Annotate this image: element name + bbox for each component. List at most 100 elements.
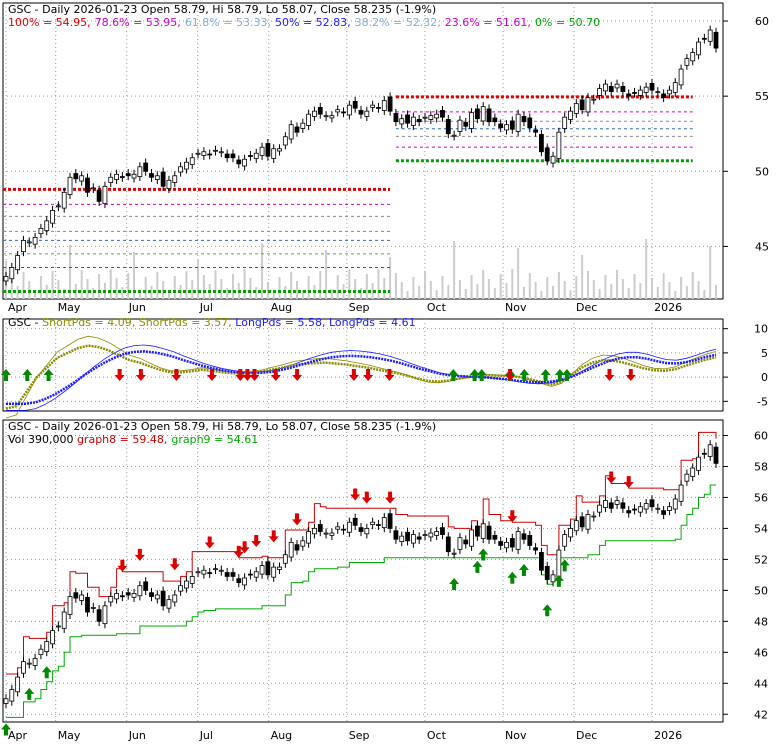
candle-body xyxy=(463,122,469,127)
volume-bar xyxy=(371,283,374,299)
volume-bar xyxy=(505,283,508,299)
volume-bar xyxy=(272,291,275,299)
volume-bar xyxy=(435,290,438,299)
candle-body xyxy=(166,179,172,189)
legend-entry: graph9 = 54.61 xyxy=(171,433,258,446)
sell-arrow xyxy=(134,548,145,561)
candle-body xyxy=(614,83,620,89)
candle-body xyxy=(90,606,96,609)
legend-entry: 38.2% = 52.32, xyxy=(355,16,441,29)
candle-body xyxy=(26,241,32,244)
candle-body xyxy=(707,444,713,457)
volume-bar xyxy=(522,287,525,299)
candle-body xyxy=(678,68,684,86)
volume-bar xyxy=(458,280,461,299)
candle-body xyxy=(626,510,632,514)
volume-bar xyxy=(144,277,147,299)
x-tick-label: Jun xyxy=(128,729,146,742)
candle-body xyxy=(492,117,498,123)
candle-body xyxy=(265,143,271,157)
volume-bar xyxy=(243,269,246,299)
candle-body xyxy=(178,585,183,592)
candle-body xyxy=(108,596,114,603)
volume-bar xyxy=(604,275,607,299)
volume-bar xyxy=(621,279,624,299)
candle-body xyxy=(172,594,178,603)
x-tick-label: Sep xyxy=(349,301,370,314)
candle-body xyxy=(253,152,259,159)
legend-entry: 50% = 52.83, xyxy=(275,16,351,29)
x-tick-label: Dec xyxy=(576,301,597,314)
volume-bar xyxy=(16,286,19,299)
candle-body xyxy=(341,528,346,531)
buy-arrow xyxy=(449,577,460,590)
y-tick-label: 55 xyxy=(755,90,769,103)
buy-arrow xyxy=(519,369,530,381)
y-tick-label: 52 xyxy=(754,553,768,566)
candle-body xyxy=(643,86,649,93)
volume-bar xyxy=(569,290,572,299)
y-tick-label: 46 xyxy=(754,646,768,659)
volume-bar xyxy=(226,288,229,299)
buy-arrow xyxy=(554,369,565,381)
volume-bar xyxy=(534,282,537,299)
x-tick-label: 2026 xyxy=(654,301,682,314)
candle-body xyxy=(486,108,492,123)
candle-body xyxy=(533,129,538,133)
volume-bar xyxy=(511,269,514,299)
candle-body xyxy=(568,528,573,538)
volume-bar xyxy=(319,271,322,299)
sell-arrow xyxy=(169,558,180,571)
candle-body xyxy=(405,531,410,542)
candle-body xyxy=(346,521,352,533)
candle-body xyxy=(515,531,521,550)
candle-body xyxy=(690,52,696,62)
candle-body xyxy=(277,566,282,570)
support-stop-line xyxy=(6,484,716,718)
candle-body xyxy=(67,176,73,195)
sell-arrow xyxy=(235,369,246,381)
volume-bar xyxy=(482,270,485,299)
candle-body xyxy=(428,115,434,120)
candle-body xyxy=(504,124,509,131)
panel3-x-axis: Apr May Jun Jul Aug Sep Oct Nov Dec 2026 xyxy=(8,729,682,742)
sell-arrow xyxy=(507,510,518,523)
candle-body xyxy=(317,107,323,115)
candle-body xyxy=(282,136,288,146)
candle-body xyxy=(445,119,451,135)
candle-body xyxy=(137,166,143,177)
buy-arrow xyxy=(22,369,33,381)
volume-bar xyxy=(261,243,264,299)
candle-body xyxy=(562,534,568,547)
candle-body xyxy=(271,566,277,578)
x-tick-label: Oct xyxy=(427,729,447,742)
candle-body xyxy=(614,500,620,505)
candle-body xyxy=(90,187,96,190)
volume-bar xyxy=(476,284,479,299)
candle-body xyxy=(149,173,154,178)
volume-bar xyxy=(441,276,444,299)
volume-bar xyxy=(336,275,339,299)
volume-bar xyxy=(552,286,555,299)
volume-bar xyxy=(685,286,688,299)
candle-body xyxy=(21,661,26,674)
candle-body xyxy=(259,565,265,575)
candle-body xyxy=(38,227,44,235)
legend-entry: 61.8% = 53.33, xyxy=(185,16,271,29)
volume-bar xyxy=(563,281,566,299)
x-tick-label: Apr xyxy=(8,729,28,742)
sell-arrow xyxy=(204,536,215,549)
sell-arrow xyxy=(604,369,615,381)
candle-body xyxy=(632,508,637,511)
candle-body xyxy=(556,549,562,578)
candle-body xyxy=(597,504,603,513)
volume-bar xyxy=(633,274,636,299)
candle-body xyxy=(509,538,515,548)
volume-bar xyxy=(173,276,176,299)
candle-body xyxy=(79,175,85,182)
buy-arrow xyxy=(553,574,564,587)
legend-entry: 100% = 54.95, xyxy=(8,16,91,29)
sell-arrow xyxy=(270,369,281,381)
buy-arrow xyxy=(472,560,483,573)
x-tick-label: Jul xyxy=(199,301,213,314)
